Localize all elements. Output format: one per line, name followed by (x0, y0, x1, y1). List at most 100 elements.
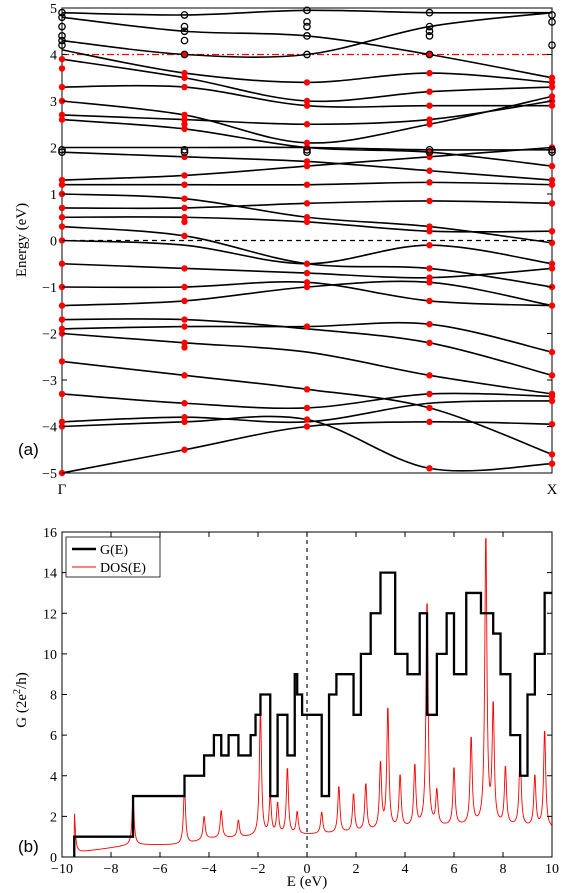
open-marker-17 (303, 22, 311, 31)
red-marker-17 (58, 176, 66, 184)
conductance-y-axis-label: G (2e2/h) (12, 672, 30, 727)
band-line-5 (62, 332, 552, 395)
open-marker-1 (58, 13, 66, 22)
red-marker-26 (181, 414, 188, 421)
band-line-27 (62, 16, 552, 79)
cond-xtick-label-1: −8 (104, 862, 119, 877)
band-ytick-label-0: 5 (50, 2, 57, 17)
red-marker-44 (181, 125, 188, 133)
cond-ytick-label-7: 14 (43, 567, 57, 582)
red-marker-112 (548, 200, 556, 207)
open-marker-0 (58, 8, 66, 17)
cond-xtick-label-6: 2 (353, 862, 360, 877)
red-marker-122 (548, 74, 556, 81)
red-marker-46 (181, 116, 188, 123)
red-marker-72 (303, 79, 311, 86)
open-marker-21 (303, 148, 311, 156)
red-marker-98 (548, 460, 556, 467)
red-marker-10 (58, 260, 66, 267)
red-marker-49 (181, 74, 188, 81)
band-ytick-label-10: −5 (42, 467, 57, 482)
legend-label-dos: DOS(E) (100, 561, 146, 576)
red-marker-80 (426, 297, 433, 305)
red-marker-4 (58, 358, 66, 365)
open-marker-20 (303, 145, 311, 154)
red-marker-89 (426, 167, 433, 174)
red-marker-57 (303, 283, 311, 291)
red-marker-29 (181, 344, 188, 351)
red-marker-41 (181, 181, 188, 188)
red-marker-33 (181, 297, 188, 305)
red-marker-81 (426, 279, 433, 286)
red-marker-48 (181, 83, 188, 91)
band-y-axis-label: Energy (eV) (14, 203, 30, 277)
open-marker-26 (425, 50, 434, 59)
legend-label-g: G(E) (100, 543, 128, 558)
red-marker-62 (303, 214, 311, 221)
open-marker-3 (58, 32, 66, 40)
panel-b-label: (b) (18, 837, 39, 856)
open-marker-19 (303, 50, 311, 59)
cond-xtick-label-9: 8 (500, 862, 507, 877)
red-marker-54 (303, 404, 311, 412)
open-marker-11 (180, 36, 189, 45)
band-ytick-label-9: −4 (42, 421, 57, 436)
cond-xtick-label-8: 6 (451, 862, 458, 877)
cond-xtick-label-10: 10 (545, 862, 559, 877)
red-marker-40 (181, 195, 188, 202)
red-marker-53 (303, 416, 311, 423)
red-marker-13 (58, 214, 66, 221)
cond-xtick-label-3: −4 (202, 862, 217, 877)
conductance-panel: G (2e2/h) E (eV) (b) −10 −8 −6 −4 −2 0 2 4 6 8 10 0… (12, 526, 559, 890)
band-ytick-label-8: −3 (42, 374, 57, 389)
red-marker-91 (426, 148, 433, 156)
red-marker-64 (303, 181, 311, 188)
red-marker-119 (548, 93, 556, 100)
red-marker-28 (181, 372, 188, 379)
open-marker-8 (180, 11, 189, 19)
gamma-point-label: Γ (58, 482, 67, 498)
red-marker-55 (303, 386, 311, 393)
band-ytick-label-6: −1 (42, 281, 57, 296)
red-marker-2 (58, 418, 66, 426)
open-marker-32 (548, 145, 556, 154)
red-marker-68 (303, 139, 311, 147)
open-marker-4 (58, 36, 66, 45)
red-marker-94 (426, 102, 433, 109)
red-marker-113 (548, 181, 556, 188)
red-marker-71 (303, 97, 311, 105)
red-marker-65 (303, 162, 311, 170)
open-marker-6 (58, 145, 66, 154)
red-marker-30 (181, 339, 188, 346)
cond-xtick-label-0: −10 (51, 862, 73, 877)
red-marker-99 (548, 451, 556, 458)
red-marker-76 (426, 390, 433, 398)
red-marker-23 (58, 55, 66, 63)
red-marker-93 (426, 116, 433, 123)
red-marker-87 (426, 197, 433, 205)
band-ytick-label-5: 0 (50, 235, 57, 250)
band-ytick-label-3: 2 (50, 142, 57, 157)
red-marker-111 (548, 228, 556, 235)
red-marker-61 (303, 218, 311, 226)
red-marker-85 (426, 228, 433, 235)
red-marker-100 (548, 420, 556, 428)
red-marker-109 (548, 260, 556, 267)
open-marker-12 (180, 50, 189, 59)
open-marker-31 (548, 41, 556, 50)
red-marker-37 (181, 218, 188, 226)
open-marker-22 (425, 8, 434, 17)
cond-ytick-label-3: 6 (50, 729, 57, 744)
conductance-x-axis-label: E (eV) (287, 874, 327, 890)
open-marker-25 (425, 32, 434, 40)
red-marker-101 (548, 397, 556, 405)
red-marker-83 (426, 265, 433, 272)
red-marker-52 (303, 423, 311, 430)
red-marker-86 (426, 223, 433, 230)
red-marker-56 (303, 323, 311, 330)
red-marker-108 (548, 265, 556, 272)
open-marker-7 (58, 148, 66, 156)
open-marker-24 (425, 27, 434, 36)
red-marker-82 (426, 274, 433, 281)
red-marker-18 (58, 116, 66, 123)
